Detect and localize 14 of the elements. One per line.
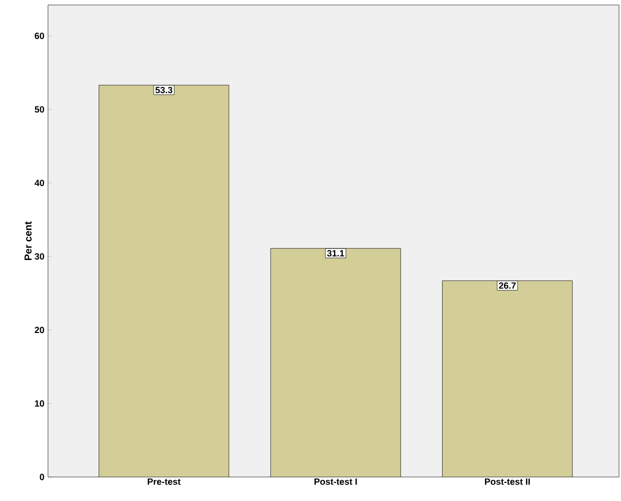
y-tick-label: 10 (35, 400, 44, 407)
x-tick-label: Post-test II (484, 478, 530, 485)
y-tick-label: 50 (34, 106, 44, 113)
data-label: 26.7 (498, 282, 516, 289)
x-tick-label: Post-test I (314, 478, 357, 485)
y-tick-label: 0 (40, 474, 44, 480)
y-axis-title: Per cent (24, 221, 32, 260)
data-label: 53.3 (155, 86, 172, 94)
y-tick-label: 60 (34, 32, 44, 40)
y-tick-label: 40 (34, 180, 44, 186)
y-tick-label: 20 (34, 326, 44, 334)
x-tick-label: Pre-test (148, 478, 181, 485)
y-tick-label: 30 (34, 253, 44, 260)
data-label: 31.1 (327, 250, 344, 256)
